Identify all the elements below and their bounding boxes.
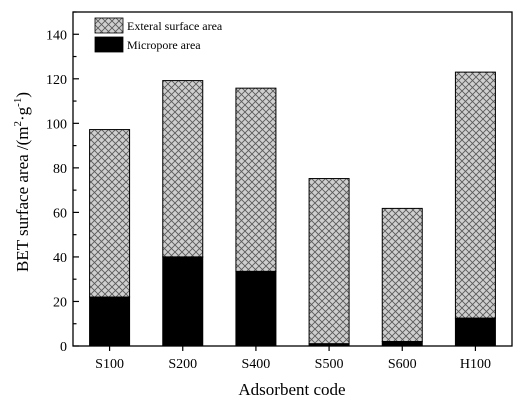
- x-tick-label-s500: S500: [315, 357, 344, 372]
- y-tick-label-40: 40: [53, 251, 67, 266]
- bar-exteral-h100: [454, 71, 496, 319]
- x-axis-title: Adsorbent code: [238, 380, 345, 399]
- legend-swatch-micropore: [94, 36, 124, 53]
- plot-frame: [72, 11, 513, 347]
- y-tick-label-140: 140: [46, 28, 67, 43]
- bar-micropore-s200: [162, 256, 204, 347]
- legend-swatch-exteral: [94, 17, 124, 34]
- y-tick-label-0: 0: [60, 340, 67, 355]
- y-axis-title: BET surface area /(m2·g-1): [12, 92, 32, 272]
- bar-exteral-s200: [162, 80, 204, 258]
- bar-micropore-s100: [89, 296, 131, 347]
- legend: Exteral surface area Micropore area: [94, 17, 223, 53]
- bar-micropore-h100: [454, 317, 496, 347]
- legend-label-micropore: Micropore area: [127, 38, 201, 52]
- bar-exteral-s600: [381, 207, 423, 343]
- y-tick-label-120: 120: [46, 73, 67, 88]
- bar-exteral-s400: [235, 87, 277, 272]
- axis-layer: S100 S200 S400 S500 S600 H100 0 20 40 60 80 100 120 1…: [46, 11, 491, 372]
- bars-layer: [89, 71, 496, 347]
- y-tick-label-100: 100: [46, 117, 67, 132]
- bar-micropore-s400: [235, 270, 277, 347]
- x-tick-label-s600: S600: [388, 357, 417, 372]
- x-tick-label-s400: S400: [242, 357, 271, 372]
- y-tick-label-80: 80: [53, 162, 67, 177]
- x-tick-label-s100: S100: [95, 357, 124, 372]
- x-tick-label-h100: H100: [460, 357, 491, 372]
- bar-exteral-s500: [308, 178, 350, 345]
- x-tick-label-s200: S200: [168, 357, 197, 372]
- bar-exteral-s100: [89, 129, 131, 298]
- y-tick-label-20: 20: [53, 295, 67, 310]
- bar-micropore-s600: [381, 341, 423, 347]
- legend-label-exteral: Exteral surface area: [127, 19, 223, 33]
- y-tick-label-60: 60: [53, 206, 67, 221]
